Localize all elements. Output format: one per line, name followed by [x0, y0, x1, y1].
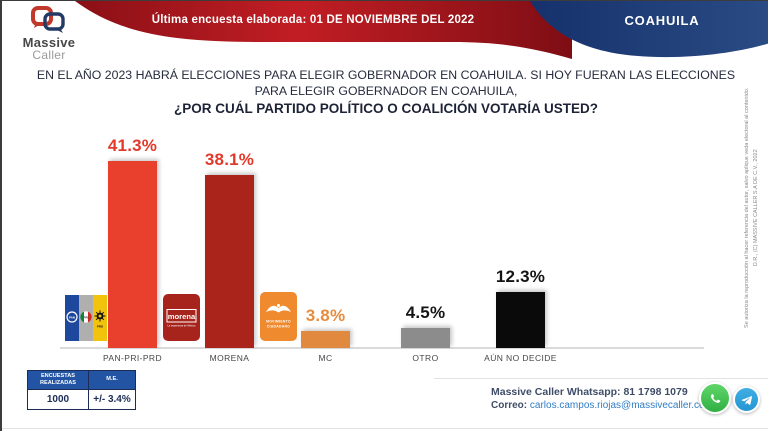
morena-logo-icon: morena La esperanza de México — [163, 294, 200, 341]
svg-text:MOVIMIENTO: MOVIMIENTO — [266, 320, 291, 324]
value-label-a-n-no-decide: 12.3% — [495, 267, 546, 286]
question-line-1: EN EL AÑO 2023 HABRÁ ELECCIONES PARA ELE… — [36, 68, 736, 82]
svg-text:PRD: PRD — [97, 325, 104, 329]
svg-text:CIUDADANO: CIUDADANO — [267, 325, 290, 329]
header-banner-shapes — [75, 1, 768, 59]
category-label-mc: MC — [318, 353, 333, 363]
value-label-otro: 4.5% — [405, 303, 446, 322]
question-line-2: PARA ELEGIR GOBERNADOR EN COAHUILA, — [254, 84, 518, 98]
logo-text-caller: Caller — [32, 48, 66, 62]
svg-text:La esperanza de México: La esperanza de México — [167, 323, 196, 327]
category-label-otro: OTRO — [412, 353, 439, 363]
value-label-pan-pri-prd: 41.3% — [107, 136, 158, 155]
copyright-side-note: Se autoriza la reproducción al hacer ref… — [743, 58, 761, 358]
contact-block: Massive Caller Whatsapp: 81 1798 1079 Co… — [491, 386, 713, 412]
footer-divider-bottom — [2, 428, 768, 429]
chat-bubbles-icon — [31, 6, 65, 33]
pan-pri-prd-logo-icon: PAN PRI PRD — [65, 295, 107, 341]
red-ribbon-shape — [75, 1, 572, 59]
email-label: Correo: — [491, 400, 528, 411]
sample-stats-table: ENCUESTAS REALIZADAS M.E. 1000 +/- 3.4% — [27, 370, 136, 410]
email-contact-line: Correo: carlos.campos.riojas@massivecall… — [491, 399, 713, 412]
svg-text:morena: morena — [168, 312, 196, 321]
question-line-3: ¿POR CUÁL PARTIDO POLÍTICO O COALICIÓN V… — [174, 101, 598, 116]
svg-text:PAN: PAN — [69, 315, 75, 319]
bar-mc — [301, 331, 350, 348]
value-label-mc: 3.8% — [305, 306, 346, 325]
telegram-icon[interactable] — [733, 386, 760, 413]
footer-divider-top — [434, 378, 768, 379]
stats-value-me: +/- 3.4% — [88, 388, 136, 410]
reproduction-disclaimer: Se autoriza la reproducción al hacer ref… — [744, 87, 751, 328]
bar-a-n-no-decide — [496, 292, 545, 348]
region-label: COAHUILA — [624, 13, 700, 28]
table-row: 1000 +/- 3.4% — [27, 388, 136, 410]
bar-morena — [205, 175, 254, 348]
bar-pan-pri-prd — [108, 161, 157, 348]
bar-otro — [401, 328, 450, 348]
svg-text:PRI: PRI — [83, 315, 88, 319]
last-survey-banner: Última encuesta elaborada: 01 DE NOVIEMB… — [151, 14, 475, 26]
x-axis-line — [60, 347, 704, 349]
email-address[interactable]: carlos.campos.riojas@massivecaller.com — [529, 400, 713, 411]
whatsapp-icon[interactable] — [699, 382, 731, 414]
copyright-line: D.R., (C) MASSIVE CALLER S.A DE C.V., 20… — [753, 149, 759, 267]
movimiento-ciudadano-logo-icon: MOVIMIENTO CIUDADANO — [260, 292, 297, 341]
logo-text-massive: Massive — [22, 35, 76, 50]
value-label-morena: 38.1% — [204, 150, 255, 169]
question-title: EN EL AÑO 2023 HABRÁ ELECCIONES PARA ELE… — [32, 67, 740, 117]
massive-caller-logo: Massive Caller — [10, 6, 88, 61]
stats-header-me: M.E. — [88, 370, 136, 390]
stats-header-surveys: ENCUESTAS REALIZADAS — [27, 370, 89, 390]
category-label-pan-pri-prd: PAN-PRI-PRD — [102, 353, 163, 363]
blue-region-shape — [530, 1, 768, 58]
category-label-morena: MORENA — [209, 353, 250, 363]
stats-value-surveys: 1000 — [27, 388, 89, 410]
whatsapp-contact-line: Massive Caller Whatsapp: 81 1798 1079 — [491, 386, 688, 398]
category-label-a-n-no-decide: AÚN NO DECIDE — [484, 353, 557, 363]
